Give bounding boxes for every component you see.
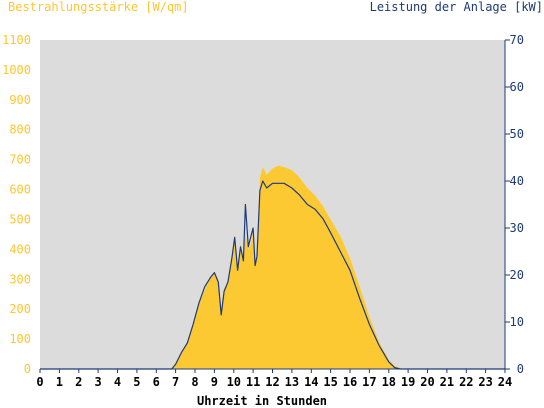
irradiance-series (40, 165, 505, 369)
x-tick-label: 9 (211, 375, 218, 389)
x-tick-label: 7 (172, 375, 179, 389)
x-tick-label: 4 (114, 375, 121, 389)
left-tick-label: 700 (9, 153, 31, 167)
right-axis-ticks: 0 10 20 30 40 50 60 70 (505, 33, 524, 376)
x-tick-label: 15 (323, 375, 337, 389)
power-line (40, 180, 505, 370)
x-tick-label: 0 (36, 375, 43, 389)
left-tick-label: 300 (9, 272, 31, 286)
x-tick-label: 13 (285, 375, 299, 389)
x-tick-label: 2 (75, 375, 82, 389)
left-tick-label: 400 (9, 242, 31, 256)
x-tick-label: 1 (56, 375, 63, 389)
x-tick-label: 22 (459, 375, 473, 389)
x-tick-label: 8 (191, 375, 198, 389)
left-tick-label: 600 (9, 183, 31, 197)
x-tick-label: 5 (133, 375, 140, 389)
x-tick-label: 16 (343, 375, 357, 389)
right-tick-label: 70 (510, 33, 524, 47)
left-tick-label: 0 (24, 362, 31, 376)
right-tick-label: 30 (510, 221, 524, 235)
left-tick-label: 1100 (2, 33, 31, 47)
x-axis-ticks: 0 1 2 3 4 5 6 7 8 9 10 11 12 13 14 15 16 17 18 19 20 21 22 23 24 (36, 369, 512, 389)
x-tick-label: 24 (498, 375, 512, 389)
right-tick-label: 0 (517, 362, 524, 376)
x-tick-label: 12 (265, 375, 279, 389)
x-tick-label: 18 (382, 375, 396, 389)
right-tick-label: 50 (510, 127, 524, 141)
x-tick-label: 20 (420, 375, 434, 389)
left-tick-label: 100 (9, 332, 31, 346)
x-tick-label: 17 (362, 375, 376, 389)
left-tick-label: 500 (9, 213, 31, 227)
power-series (40, 180, 505, 370)
left-axis-ticks: 0 100 200 300 400 500 600 700 800 900 1000 1100 (2, 33, 31, 376)
right-tick-label: 60 (510, 80, 524, 94)
right-axis-title: Leistung der Anlage [kW] (370, 0, 543, 14)
left-tick-label: 200 (9, 302, 31, 316)
x-tick-label: 19 (401, 375, 415, 389)
left-tick-label: 800 (9, 123, 31, 137)
left-tick-label: 1000 (2, 63, 31, 77)
x-tick-label: 21 (440, 375, 454, 389)
x-tick-label: 14 (304, 375, 318, 389)
x-tick-label: 10 (227, 375, 241, 389)
irradiance-area (40, 165, 505, 369)
x-axis-title: Uhrzeit in Stunden (197, 394, 327, 408)
left-tick-label: 900 (9, 93, 31, 107)
left-axis-title: Bestrahlungsstärke [W/qm] (8, 0, 189, 14)
right-tick-label: 20 (510, 268, 524, 282)
x-tick-label: 3 (94, 375, 101, 389)
x-tick-label: 6 (153, 375, 160, 389)
x-tick-label: 23 (478, 375, 492, 389)
right-tick-label: 10 (510, 315, 524, 329)
x-tick-label: 11 (246, 375, 260, 389)
right-tick-label: 40 (510, 174, 524, 188)
